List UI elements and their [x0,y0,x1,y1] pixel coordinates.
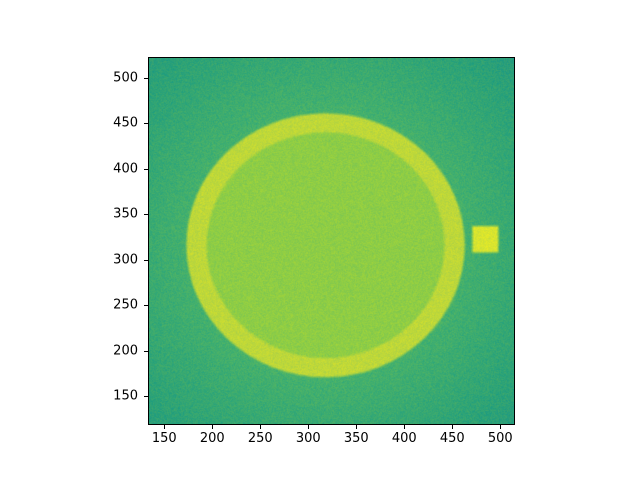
y-tick-mark [144,77,148,79]
x-tick-mark [164,425,166,429]
y-tick-label: 300 [113,252,138,268]
x-tick-label: 500 [487,431,513,446]
x-tick-label: 150 [151,431,177,446]
y-tick-label: 500 [113,70,138,86]
y-tick-mark [144,123,148,125]
y-tick-mark [144,350,148,352]
y-tick-label: 350 [113,206,138,222]
y-tick-label: 250 [113,297,138,313]
y-tick-mark [144,396,148,398]
y-tick-label: 200 [113,343,138,359]
x-tick-label: 200 [199,431,225,446]
y-tick-label: 150 [113,388,138,404]
y-tick-label: 450 [113,115,138,131]
x-tick-mark [356,425,358,429]
x-tick-mark [500,425,502,429]
x-tick-label: 400 [391,431,417,446]
x-tick-label: 350 [343,431,369,446]
y-tick-mark [144,168,148,170]
plot-area [148,57,515,425]
x-tick-mark [308,425,310,429]
heatmap-image-canvas [149,58,514,424]
x-tick-mark [212,425,214,429]
x-tick-mark [260,425,262,429]
x-tick-mark [452,425,454,429]
y-tick-mark [144,259,148,261]
y-tick-mark [144,305,148,307]
x-tick-label: 450 [439,431,465,446]
x-tick-label: 300 [295,431,321,446]
x-tick-label: 250 [247,431,273,446]
y-tick-mark [144,214,148,216]
y-tick-label: 400 [113,161,138,177]
x-tick-mark [404,425,406,429]
